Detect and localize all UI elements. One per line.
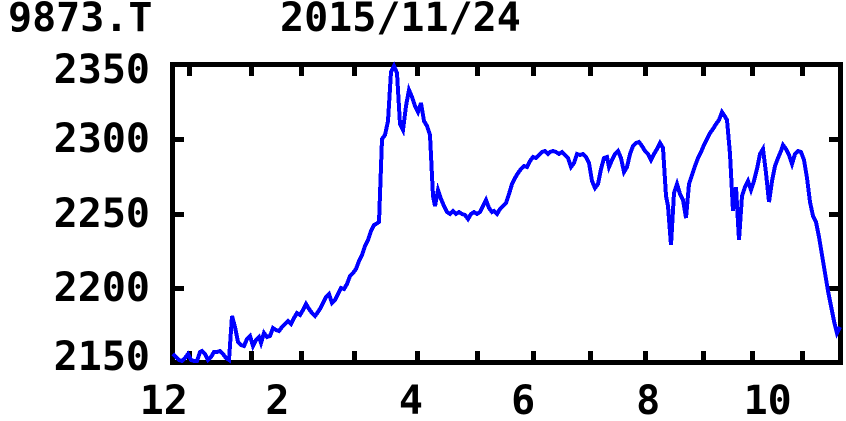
x-tick-mark	[415, 351, 420, 360]
x-axis-tick-label: 8	[636, 378, 661, 421]
y-tick-mark	[829, 286, 838, 291]
x-tick-mark	[800, 67, 805, 76]
x-tick-mark	[299, 351, 304, 360]
y-tick-mark	[829, 137, 838, 142]
quote-date: 2015/11/24	[280, 0, 521, 41]
x-tick-mark	[643, 351, 648, 360]
x-tick-mark	[531, 351, 536, 360]
x-tick-mark	[588, 67, 593, 76]
x-tick-mark	[588, 351, 593, 360]
x-tick-mark	[249, 67, 254, 76]
x-axis-tick-label: 10	[743, 378, 792, 421]
x-axis-tick-label: 2	[265, 378, 290, 421]
y-tick-mark	[175, 137, 184, 142]
x-tick-mark	[299, 67, 304, 76]
x-axis-tick-label: 4	[398, 378, 424, 421]
x-tick-mark	[531, 67, 536, 76]
x-tick-mark	[475, 67, 480, 76]
ticker-symbol: 9873.T	[8, 0, 153, 41]
x-tick-mark	[475, 351, 480, 360]
x-tick-mark	[352, 67, 357, 76]
x-tick-mark	[352, 351, 357, 360]
x-tick-mark	[643, 67, 648, 76]
price-line	[171, 61, 842, 364]
y-axis-tick-label: 2300	[53, 116, 150, 162]
y-tick-mark	[175, 212, 184, 217]
x-axis-tick-label: 6	[511, 378, 536, 421]
x-tick-mark	[249, 351, 254, 360]
y-axis-tick-label: 2200	[53, 265, 150, 311]
y-tick-mark	[175, 286, 184, 291]
x-tick-mark	[187, 67, 192, 76]
x-tick-mark	[701, 67, 706, 76]
x-tick-mark	[800, 351, 805, 360]
x-tick-mark	[750, 351, 755, 360]
x-axis-tick-label: 12	[139, 378, 188, 421]
x-tick-mark	[750, 67, 755, 76]
x-tick-mark	[415, 67, 420, 76]
x-tick-mark	[701, 351, 706, 360]
plot-border	[170, 62, 843, 365]
y-axis-tick-label: 2350	[53, 47, 150, 93]
y-axis-tick-label: 2150	[53, 334, 150, 380]
y-axis-tick-label: 2250	[53, 190, 150, 237]
y-tick-mark	[829, 212, 838, 217]
